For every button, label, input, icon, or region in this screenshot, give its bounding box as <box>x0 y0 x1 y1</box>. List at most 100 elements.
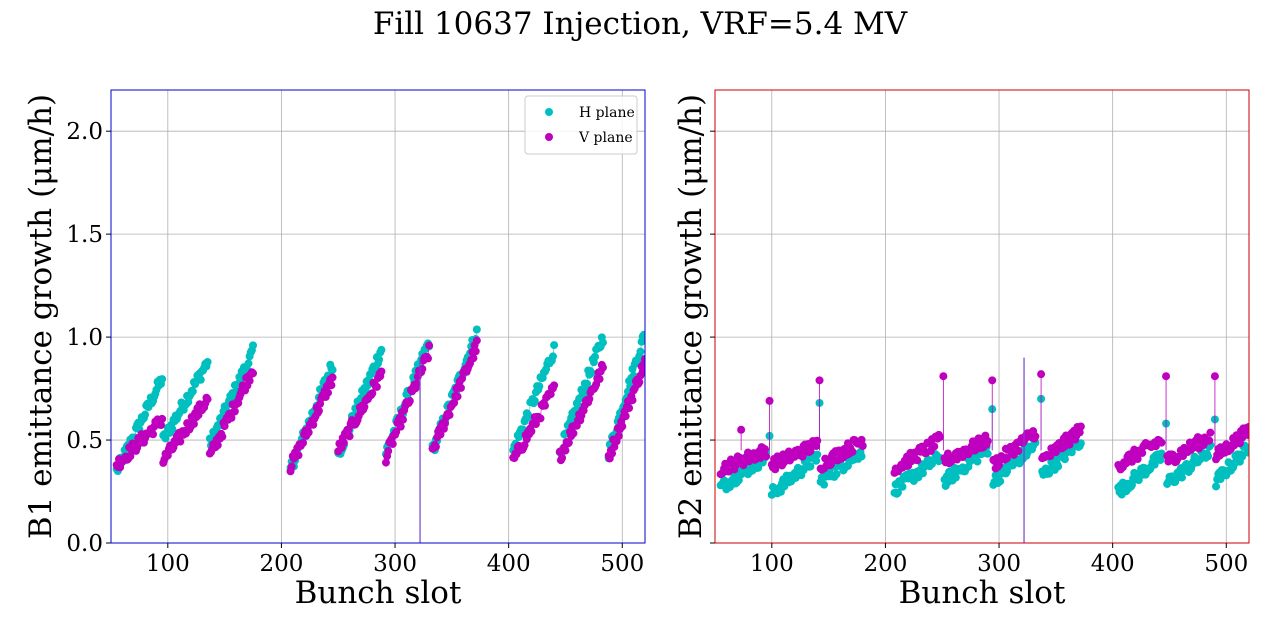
data-point <box>1156 456 1165 465</box>
data-point <box>1243 430 1249 439</box>
data-point <box>368 389 377 398</box>
data-point <box>598 363 607 372</box>
data-point <box>1054 462 1063 471</box>
series-v-plane <box>112 336 645 543</box>
data-point <box>973 457 982 466</box>
data-point <box>249 369 258 378</box>
data-point <box>939 372 948 381</box>
y-axis-label: B1 emittance growth (μm/h) <box>23 94 59 539</box>
data-point <box>1014 446 1023 455</box>
data-point <box>628 396 637 405</box>
data-point <box>585 394 594 403</box>
data-point <box>1138 448 1147 457</box>
data-point <box>345 432 354 441</box>
data-point <box>471 347 480 356</box>
data-point <box>564 438 573 447</box>
y-tick-label: 2.0 <box>66 119 103 145</box>
data-point <box>812 456 821 465</box>
data-point <box>536 414 545 423</box>
data-point <box>857 452 866 461</box>
data-point <box>614 431 623 440</box>
data-point <box>227 413 236 422</box>
plot-area-b1 <box>112 325 645 543</box>
y-tick-label: 0.0 <box>66 531 103 557</box>
data-point <box>550 341 559 350</box>
x-tick-label: 400 <box>1091 551 1135 577</box>
data-point <box>168 425 177 434</box>
data-point <box>327 381 336 390</box>
data-point <box>1037 370 1046 379</box>
data-point <box>1245 447 1249 456</box>
data-point <box>412 379 421 388</box>
x-axis-label: Bunch slot <box>899 575 1066 611</box>
data-point <box>813 450 822 459</box>
data-point <box>1051 448 1060 457</box>
data-point <box>1210 372 1219 381</box>
data-point <box>858 442 867 451</box>
data-point <box>587 368 596 377</box>
data-point <box>583 379 592 388</box>
data-point <box>1216 475 1225 484</box>
data-point <box>893 488 902 497</box>
legend-label: H plane <box>579 105 635 121</box>
plot-area-b2 <box>716 357 1249 543</box>
data-point <box>328 373 337 382</box>
x-axis-label: Bunch slot <box>295 575 462 611</box>
data-point <box>472 336 481 345</box>
data-point <box>299 438 308 447</box>
data-point <box>530 396 539 405</box>
data-point <box>550 381 559 390</box>
data-point <box>377 367 386 376</box>
data-point <box>635 378 644 387</box>
data-point <box>1076 422 1085 431</box>
data-point <box>158 414 167 423</box>
legend-marker <box>545 108 553 116</box>
data-point <box>951 473 960 482</box>
data-point <box>375 355 384 364</box>
x-tick-label: 200 <box>863 551 907 577</box>
data-point <box>625 404 634 413</box>
data-point <box>314 406 323 415</box>
data-point <box>558 454 567 463</box>
data-point <box>1206 428 1215 437</box>
data-point <box>158 375 167 384</box>
data-point <box>328 365 337 374</box>
y-tick-label: 1.5 <box>66 222 103 248</box>
panel-b1: 100 200 300 400 500 0.0 0.5 1.0 1.5 2.0 Bunch slot… <box>23 89 646 611</box>
x-tick-label: 300 <box>373 551 417 577</box>
data-point <box>525 412 534 421</box>
data-point <box>472 325 481 334</box>
data-point <box>309 420 318 429</box>
data-point <box>372 382 381 391</box>
data-point <box>737 425 746 434</box>
data-point <box>1238 452 1247 461</box>
data-point <box>156 420 165 429</box>
data-point <box>983 437 992 446</box>
data-point <box>832 470 841 479</box>
data-point <box>641 355 645 364</box>
data-point <box>360 402 369 411</box>
data-point <box>535 382 544 391</box>
data-point <box>188 387 197 396</box>
data-point <box>245 376 254 385</box>
data-point <box>598 338 607 347</box>
data-point <box>548 352 557 361</box>
data-point <box>918 469 927 478</box>
data-point <box>1162 372 1171 381</box>
data-point <box>453 392 462 401</box>
data-point <box>1127 480 1136 489</box>
data-point <box>339 438 348 447</box>
data-point <box>392 427 401 436</box>
x-tick-label: 500 <box>600 551 644 577</box>
x-tick-label: 300 <box>977 551 1021 577</box>
data-point <box>760 445 769 454</box>
data-point <box>898 482 907 491</box>
data-point <box>1076 439 1085 448</box>
data-point <box>218 432 227 441</box>
data-point <box>445 411 454 420</box>
data-point <box>531 420 540 429</box>
data-point <box>1212 482 1221 491</box>
data-point <box>1133 455 1142 464</box>
data-point <box>765 396 774 405</box>
